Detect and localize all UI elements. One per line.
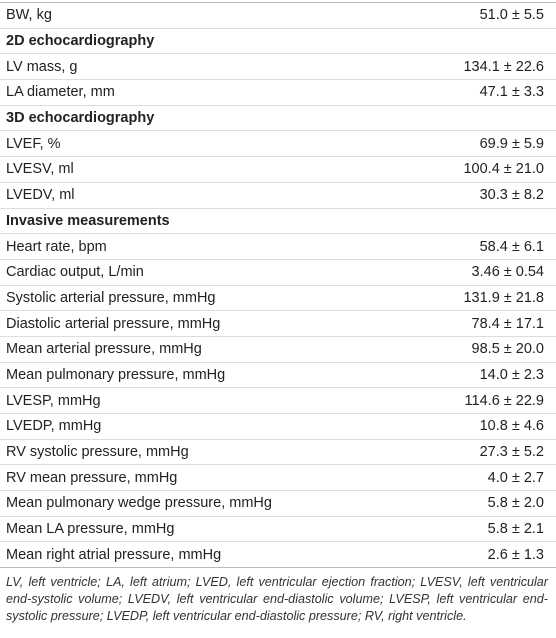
- row-value: 134.1 ± 22.6: [412, 53, 556, 80]
- table-row: BW, kg 51.0 ± 5.5: [0, 3, 556, 29]
- row-value: 47.1 ± 3.3: [412, 79, 556, 106]
- table-row: LV mass, g 134.1 ± 22.6: [0, 53, 556, 80]
- row-label: Diastolic arterial pressure, mmHg: [0, 310, 413, 337]
- table-row: LVESV, ml 100.4 ± 21.0: [0, 156, 556, 183]
- table-row: LVESP, mmHg 114.6 ± 22.9: [0, 387, 556, 414]
- section-header: Invasive measurements: [0, 207, 556, 234]
- section-header: 2D echocardiography: [0, 27, 556, 54]
- row-value: 5.8 ± 2.1: [412, 515, 556, 542]
- table-row: Invasive measurements: [0, 207, 556, 234]
- table-row: LVEF, % 69.9 ± 5.9: [0, 130, 556, 157]
- row-value: 3.46 ± 0.54: [412, 258, 556, 286]
- row-value: 5.8 ± 2.0: [412, 490, 556, 517]
- row-value: 4.0 ± 2.7: [412, 464, 556, 491]
- row-label: LVESV, ml: [0, 156, 413, 183]
- data-table: BW, kg 51.0 ± 5.5 2D echocardiography LV ma…: [0, 2, 556, 569]
- row-label: LVEF, %: [0, 130, 413, 157]
- table-row: LVEDP, mmHg 10.8 ± 4.6: [0, 413, 556, 440]
- table-row: 2D echocardiography: [0, 27, 556, 54]
- row-value: 69.9 ± 5.9: [412, 130, 556, 157]
- row-value: 2.6 ± 1.3: [412, 541, 556, 568]
- row-label: LV mass, g: [0, 53, 413, 80]
- row-value: 58.4 ± 6.1: [412, 233, 556, 260]
- row-label: Mean LA pressure, mmHg: [0, 515, 413, 542]
- table-row: Mean pulmonary wedge pressure, mmHg 5.8 ±…: [0, 490, 556, 517]
- table-row: Mean arterial pressure, mmHg 98.5 ± 20.0: [0, 335, 556, 363]
- table-row: RV systolic pressure, mmHg 27.3 ± 5.2: [0, 438, 556, 465]
- row-value: 131.9 ± 21.8: [412, 284, 556, 311]
- row-label: Cardiac output, L/min: [0, 258, 413, 286]
- section-header: 3D echocardiography: [0, 104, 556, 131]
- row-value: 98.5 ± 20.0: [412, 335, 556, 363]
- row-label: LVEDV, ml: [0, 181, 413, 208]
- row-label: Heart rate, bpm: [0, 233, 413, 260]
- row-value: 27.3 ± 5.2: [412, 438, 556, 465]
- row-label: LVESP, mmHg: [0, 387, 413, 414]
- row-label: LVEDP, mmHg: [0, 413, 413, 440]
- table-row: RV mean pressure, mmHg 4.0 ± 2.7: [0, 464, 556, 491]
- table-row: Heart rate, bpm 58.4 ± 6.1: [0, 233, 556, 260]
- table-row: Mean pulmonary pressure, mmHg 14.0 ± 2.3: [0, 361, 556, 388]
- row-label: Mean right atrial pressure, mmHg: [0, 541, 413, 568]
- row-label: RV systolic pressure, mmHg: [0, 438, 413, 465]
- table-row: Mean right atrial pressure, mmHg 2.6 ± 1.…: [0, 541, 556, 568]
- row-value: 114.6 ± 22.9: [412, 387, 556, 414]
- row-label: Mean pulmonary pressure, mmHg: [0, 361, 413, 388]
- table-row: Systolic arterial pressure, mmHg 131.9 ± …: [0, 284, 556, 311]
- table-row: LA diameter, mm 47.1 ± 3.3: [0, 79, 556, 106]
- row-label: Mean pulmonary wedge pressure, mmHg: [0, 490, 413, 517]
- footnote: LV, left ventricle; LA, left atrium; LVE…: [6, 575, 548, 624]
- row-label: BW, kg: [6, 7, 52, 24]
- row-value: 10.8 ± 4.6: [412, 413, 556, 440]
- row-value: 14.0 ± 2.3: [412, 361, 556, 388]
- row-value: 100.4 ± 21.0: [412, 156, 556, 183]
- table-row: 3D echocardiography: [0, 104, 556, 131]
- row-label: Mean arterial pressure, mmHg: [0, 335, 413, 363]
- row-label: LA diameter, mm: [0, 79, 413, 106]
- row-value: 78.4 ± 17.1: [412, 310, 556, 337]
- row-label: RV mean pressure, mmHg: [0, 464, 413, 491]
- table-row: Diastolic arterial pressure, mmHg 78.4 ± …: [0, 310, 556, 337]
- table-row: LVEDV, ml 30.3 ± 8.2: [0, 181, 556, 208]
- row-value: 51.0 ± 5.5: [479, 7, 544, 24]
- row-value: 30.3 ± 8.2: [412, 181, 556, 208]
- table-row: Cardiac output, L/min 3.46 ± 0.54: [0, 258, 556, 286]
- row-label: Systolic arterial pressure, mmHg: [0, 284, 413, 311]
- table-row: Mean LA pressure, mmHg 5.8 ± 2.1: [0, 515, 556, 542]
